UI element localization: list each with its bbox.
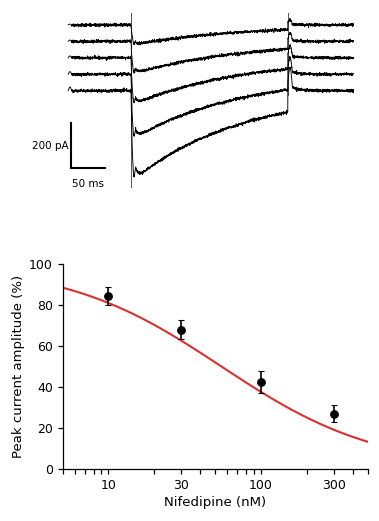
Text: 50 ms: 50 ms — [72, 179, 104, 189]
Y-axis label: Peak current amplitude (%): Peak current amplitude (%) — [12, 275, 25, 458]
X-axis label: Nifedipine (nM): Nifedipine (nM) — [164, 496, 266, 509]
Text: 200 pA: 200 pA — [31, 141, 68, 151]
